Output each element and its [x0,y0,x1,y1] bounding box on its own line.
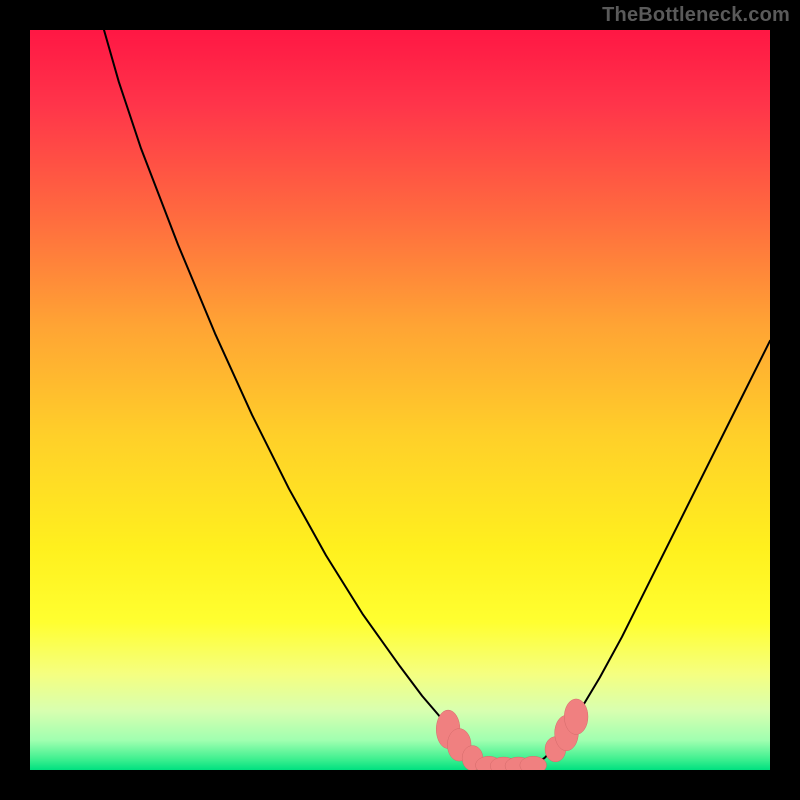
chart-svg [30,30,770,770]
plot-area [30,30,770,770]
outer-frame: TheBottleneck.com [0,0,800,800]
watermark-text: TheBottleneck.com [602,4,790,27]
chart-background [30,30,770,770]
curve-marker [564,699,588,735]
